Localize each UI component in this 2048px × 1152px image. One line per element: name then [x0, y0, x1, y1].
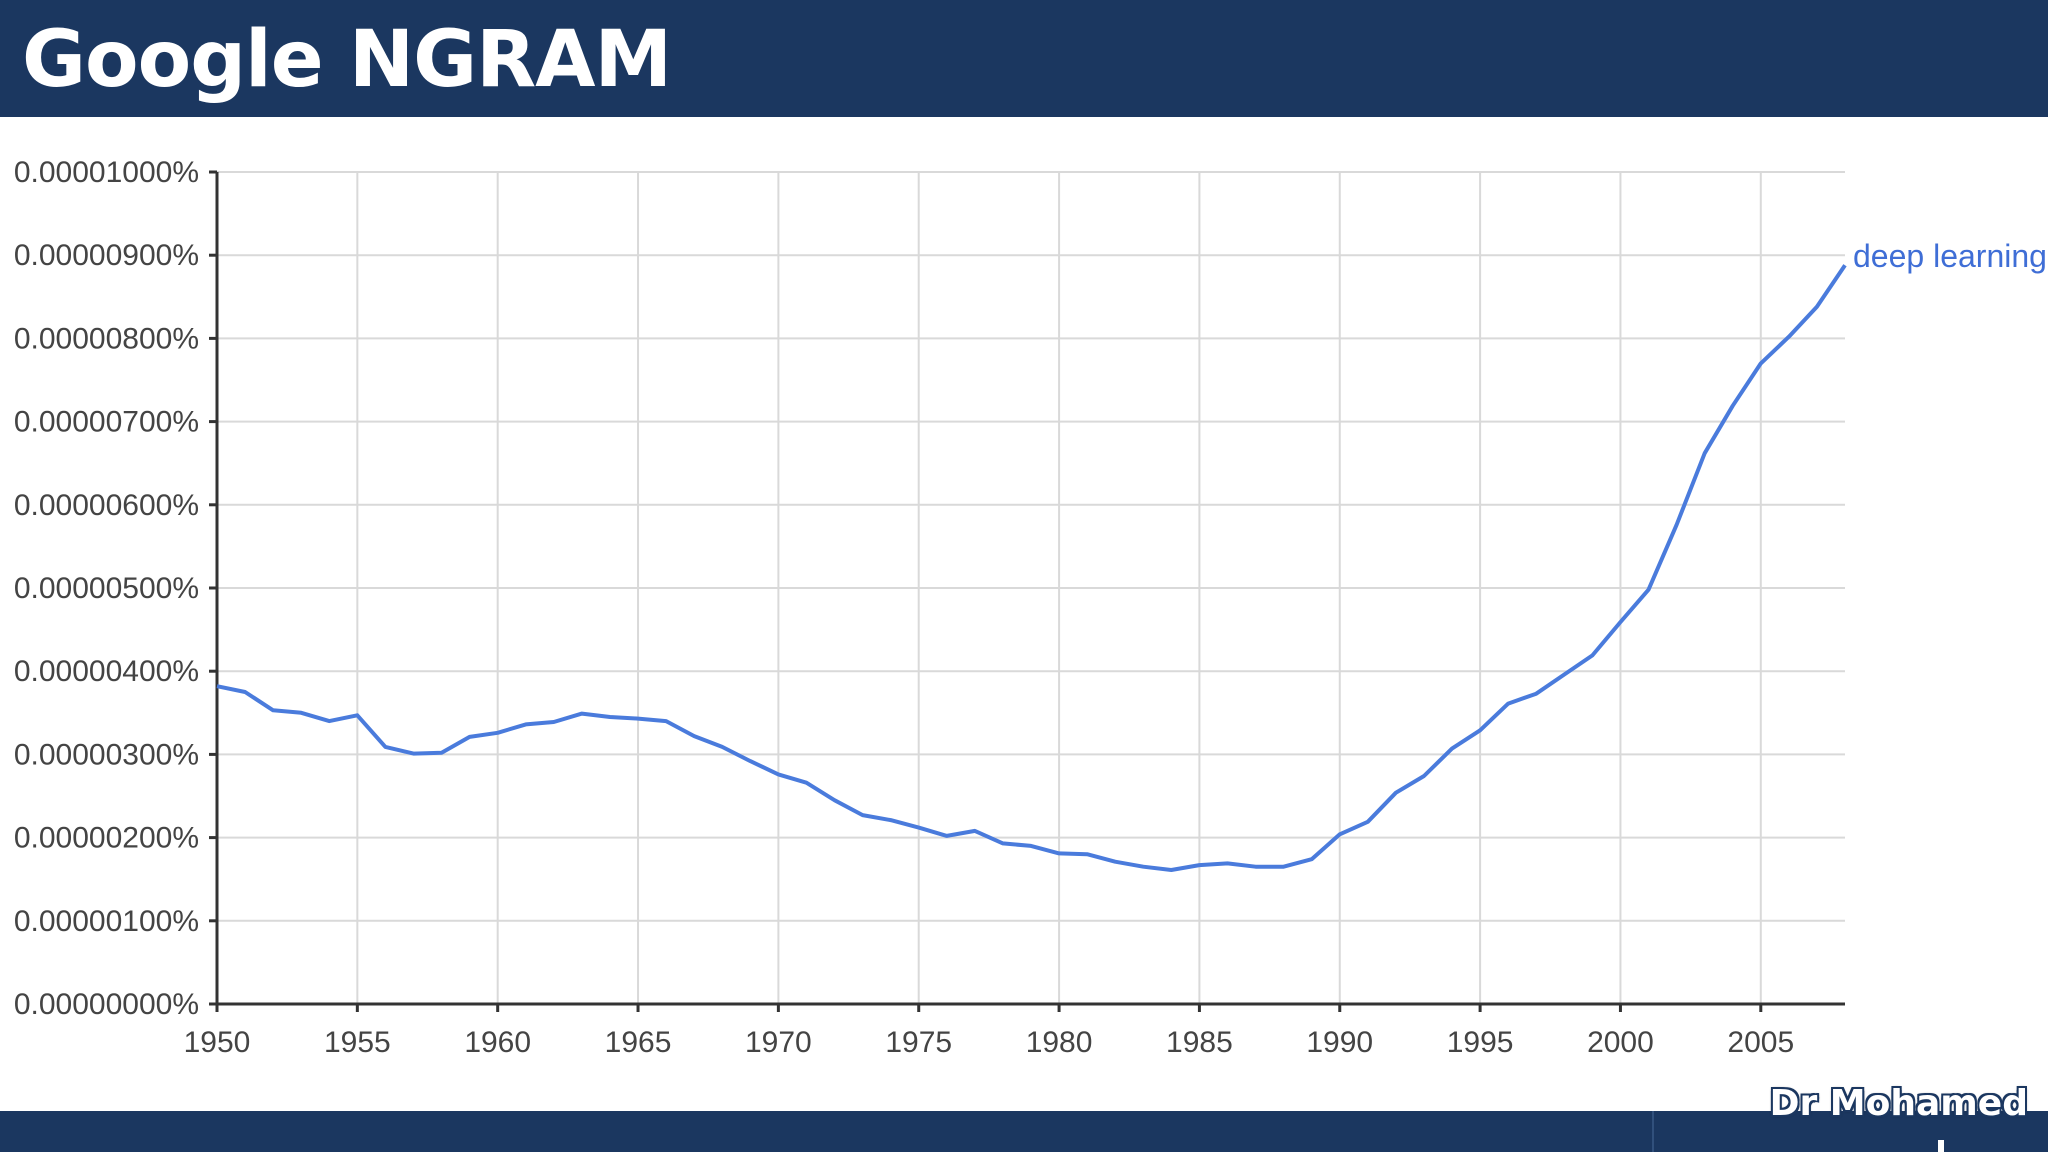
x-tick-label: 1950 — [184, 1026, 251, 1059]
ngram-chart: 0.00000000% 0.00000100% 0.00000200% 0.00000… — [14, 156, 2047, 1059]
series-lines: deep learning — [216, 238, 2047, 872]
series-line-deep-learning — [216, 264, 1847, 872]
y-tick-label: 0.00001000% — [14, 156, 199, 189]
x-tick-label: 1970 — [745, 1026, 812, 1059]
author-credit-continuation — [1938, 1140, 1944, 1152]
y-tick-label: 0.00000100% — [14, 905, 199, 938]
y-tick-label: 0.00000200% — [14, 822, 199, 855]
y-tick-label: 0.00000800% — [14, 322, 199, 355]
x-tick-label: 2005 — [1727, 1026, 1794, 1059]
author-credit: Dr Mohamed — [1769, 1083, 2028, 1124]
series-label: deep learning — [1853, 238, 2047, 274]
x-tick-labels: 1950 1955 1960 1965 1970 1975 1980 1985 1990 1995… — [184, 1026, 1795, 1059]
x-tick-label: 1985 — [1166, 1026, 1233, 1059]
x-tick-label: 1990 — [1306, 1026, 1373, 1059]
x-tick-label: 1980 — [1026, 1026, 1093, 1059]
y-tick-label: 0.00000500% — [14, 572, 199, 605]
y-tick-label: 0.00000600% — [14, 489, 199, 522]
grid-lines — [217, 171, 1845, 1004]
x-tick-label: 1995 — [1447, 1026, 1514, 1059]
y-tick-label: 0.00000700% — [14, 406, 199, 439]
y-tick-label: 0.00000900% — [14, 239, 199, 272]
y-tick-label: 0.00000000% — [14, 988, 199, 1021]
axes — [209, 170, 1845, 1012]
x-tick-label: 1965 — [605, 1026, 672, 1059]
title-bar: Google NGRAM — [0, 0, 2048, 117]
x-tick-label: 1960 — [464, 1026, 531, 1059]
footer-divider — [1652, 1111, 1654, 1152]
y-tick-label: 0.00000400% — [14, 655, 199, 688]
x-tick-label: 1955 — [324, 1026, 391, 1059]
x-tick-label: 2000 — [1587, 1026, 1654, 1059]
y-tick-labels: 0.00000000% 0.00000100% 0.00000200% 0.00000… — [14, 156, 199, 1021]
x-tick-label: 1975 — [885, 1026, 952, 1059]
slide-title: Google NGRAM — [22, 15, 672, 105]
y-tick-label: 0.00000300% — [14, 738, 199, 771]
footer-bar — [0, 1111, 2048, 1152]
